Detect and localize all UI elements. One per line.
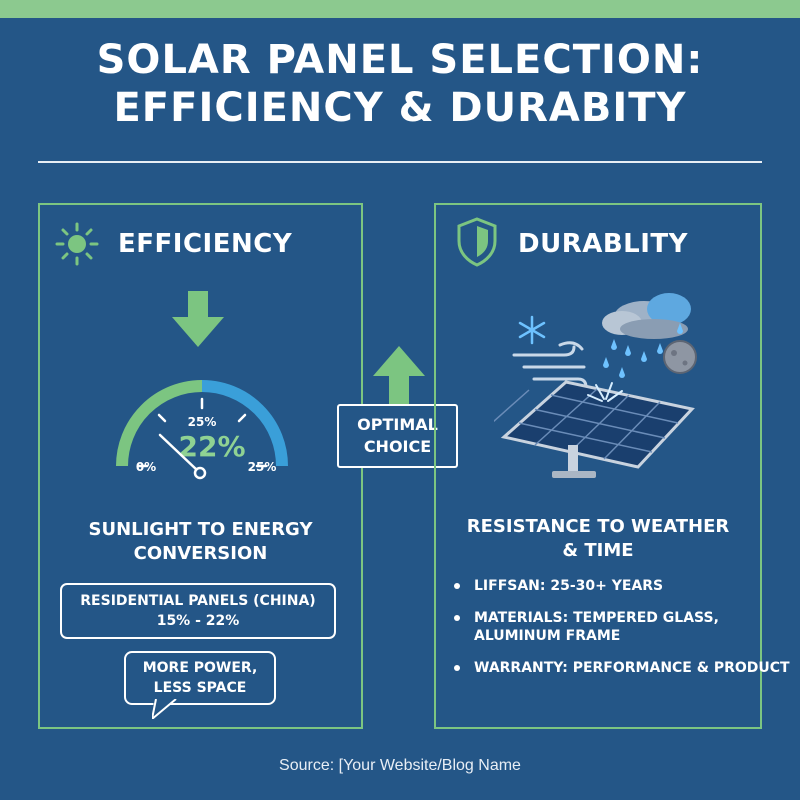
bullet-materials-line-1: MATERIALS: TEMPERED GLASS, (474, 610, 719, 626)
bullet-materials-line-2: ALUMINUM FRAME (474, 628, 621, 644)
bullet-warranty-text: WARRANTY: PERFORMANCE & PRODUCT (474, 660, 790, 676)
gauge-tick-top: 25% (188, 415, 217, 429)
sun-icon (55, 222, 99, 266)
title-line-2: EFFICIENCY & DURABITY (113, 85, 687, 131)
gauge-needle-pivot (193, 466, 207, 480)
optimal-choice-box: OPTIMAL CHOICE (337, 404, 458, 468)
hail-icon (663, 340, 697, 374)
gauge-tick-left: 0% (136, 460, 156, 474)
efficiency-gauge: 25% 0% 25% 22% (116, 380, 288, 480)
durability-caption-line-2: & TIME (562, 540, 634, 561)
impact-icon (587, 382, 623, 402)
durability-heading: DURABLITY (518, 229, 688, 259)
optimal-line-1: OPTIMAL (357, 415, 438, 434)
durability-bullet-list: LIFFSAN: 25-30+ YEARS MATERIALS: TEMPERE… (452, 577, 790, 691)
gauge-tick-right: 25% (248, 460, 277, 474)
bullet-lifespan: LIFFSAN: 25-30+ YEARS (452, 577, 764, 595)
bullet-dot-icon (454, 615, 460, 621)
bullet-warranty: WARRANTY: PERFORMANCE & PRODUCT (452, 659, 790, 677)
efficiency-caption-line-2: CONVERSION (133, 543, 268, 564)
page-title: SOLAR PANEL SELECTION: EFFICIENCY & DURA… (0, 36, 800, 132)
wind-icon (512, 341, 588, 389)
range-value: 15% - 22% (156, 613, 240, 629)
title-line-1: SOLAR PANEL SELECTION: (96, 37, 704, 83)
range-label: RESIDENTIAL PANELS (CHINA) (80, 593, 316, 609)
optimal-line-2: CHOICE (363, 437, 432, 456)
speech-bubble-tail (152, 699, 177, 719)
bullet-dot-icon (454, 665, 460, 671)
source-credit: Source: [Your Website/Blog Name (279, 757, 521, 774)
bullet-materials: MATERIALS: TEMPERED GLASS, ALUMINUM FRAM… (452, 609, 764, 645)
rain-icon (603, 323, 683, 378)
bubble-line-2: LESS SPACE (153, 680, 247, 696)
durability-panel: DURABLITY (434, 203, 790, 729)
durability-caption: RESISTANCE TO WEATHER & TIME (436, 515, 760, 563)
down-arrow-icon (172, 291, 224, 347)
efficiency-heading: EFFICIENCY (118, 229, 293, 259)
bubble-line-1: MORE POWER, (142, 660, 258, 676)
solar-panel-weather-illustration (494, 293, 697, 478)
cloud-icon (602, 293, 691, 339)
up-arrow-icon (373, 346, 425, 404)
residential-range-box: RESIDENTIAL PANELS (CHINA) 15% - 22% (60, 583, 336, 639)
efficiency-panel: EFFICIENCY 25% 0% 25% 22% SUNLIGHT TO EN… (38, 203, 363, 729)
gauge-value: 22% (178, 430, 245, 463)
snowflake-icon (518, 315, 546, 345)
more-power-bubble: MORE POWER, LESS SPACE (124, 651, 276, 705)
top-accent-bar (0, 0, 800, 18)
bullet-dot-icon (454, 583, 460, 589)
title-divider (38, 161, 762, 163)
gauge-needle (158, 433, 200, 473)
shield-icon (457, 217, 497, 267)
efficiency-caption: SUNLIGHT TO ENERGY CONVERSION (40, 518, 361, 566)
durability-caption-line-1: RESISTANCE TO WEATHER (466, 516, 730, 537)
efficiency-caption-line-1: SUNLIGHT TO ENERGY (88, 519, 313, 540)
bullet-lifespan-text: LIFFSAN: 25-30+ YEARS (474, 578, 664, 594)
